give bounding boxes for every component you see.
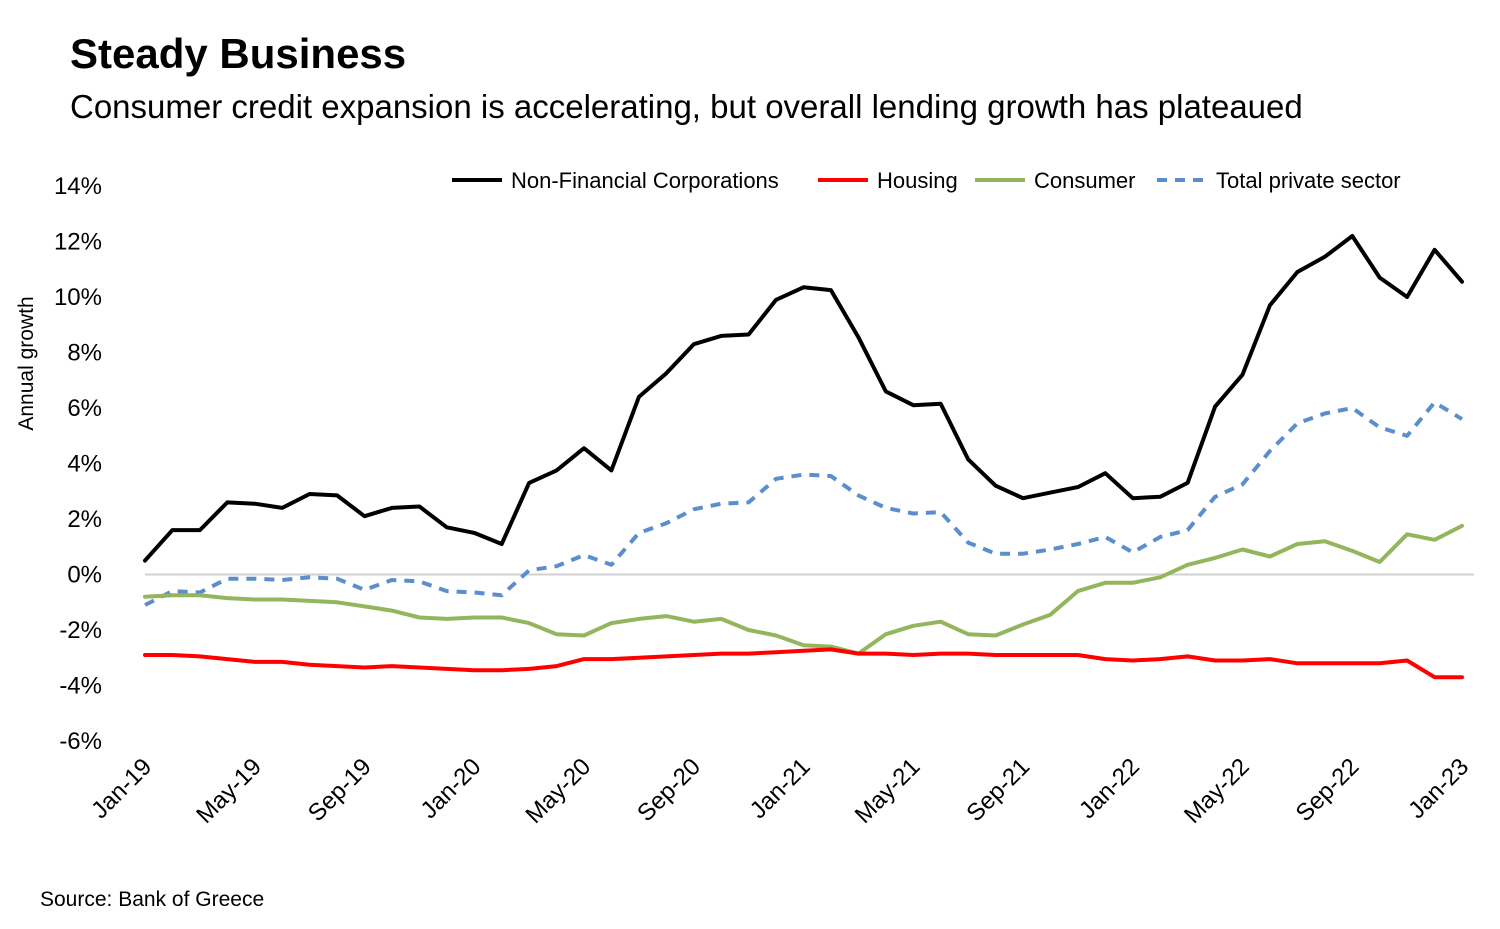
- legend-label: Consumer: [1034, 168, 1135, 193]
- x-tick-label: Sep-21: [961, 753, 1035, 827]
- y-tick-label: 4%: [67, 451, 102, 478]
- y-tick-label: -2%: [59, 617, 102, 644]
- y-tick-label: -6%: [59, 728, 102, 755]
- x-tick-label: Jan-20: [416, 753, 487, 824]
- y-tick-label: 6%: [67, 395, 102, 422]
- legend-label: Non-Financial Corporations: [511, 168, 779, 193]
- y-axis: 14% 12% 10% 8% 6% 4% 2% 0% -2% -4% -6% Annual growt…: [15, 173, 102, 755]
- y-tick-label: 8%: [67, 340, 102, 367]
- y-tick-label: 12%: [54, 229, 102, 256]
- legend-label: Housing: [877, 168, 958, 193]
- x-tick-label: Jan-19: [86, 753, 157, 824]
- x-tick-label: Sep-22: [1291, 753, 1365, 827]
- x-tick-label: Jan-22: [1074, 753, 1145, 824]
- x-tick-label: May-22: [1179, 753, 1255, 829]
- series-line-non-financial-corporations: [143, 234, 1464, 563]
- y-tick-label: 14%: [54, 173, 102, 200]
- chart-subtitle: Consumer credit expansion is acceleratin…: [70, 88, 1303, 125]
- chart-title: Steady Business: [70, 30, 407, 77]
- chart-legend: Non-Financial Corporations Housing Consume…: [452, 168, 1401, 193]
- x-axis: Jan-19 May-19 Sep-19 Jan-20 May-20 Sep-20 Jan-…: [86, 753, 1474, 829]
- source-note: Source: Bank of Greece: [40, 888, 265, 911]
- y-tick-label: 0%: [67, 562, 102, 589]
- x-tick-label: Jan-23: [1403, 753, 1474, 824]
- x-tick-label: Sep-20: [632, 753, 706, 827]
- x-tick-label: May-21: [850, 753, 926, 829]
- series-line-consumer: [143, 523, 1464, 656]
- y-tick-label: 10%: [54, 284, 102, 311]
- plot-area: [143, 234, 1474, 680]
- x-tick-label: Jan-21: [745, 753, 816, 824]
- legend-label: Total private sector: [1216, 168, 1401, 193]
- series-line-total-private-sector: [144, 400, 1464, 607]
- x-tick-label: May-19: [191, 753, 267, 829]
- y-tick-label: 2%: [67, 506, 102, 533]
- x-tick-label: Sep-19: [303, 753, 377, 827]
- y-tick-label: -4%: [59, 673, 102, 700]
- y-axis-label: Annual growth: [15, 296, 38, 430]
- series-line-housing: [143, 647, 1464, 680]
- x-tick-label: May-20: [521, 753, 597, 829]
